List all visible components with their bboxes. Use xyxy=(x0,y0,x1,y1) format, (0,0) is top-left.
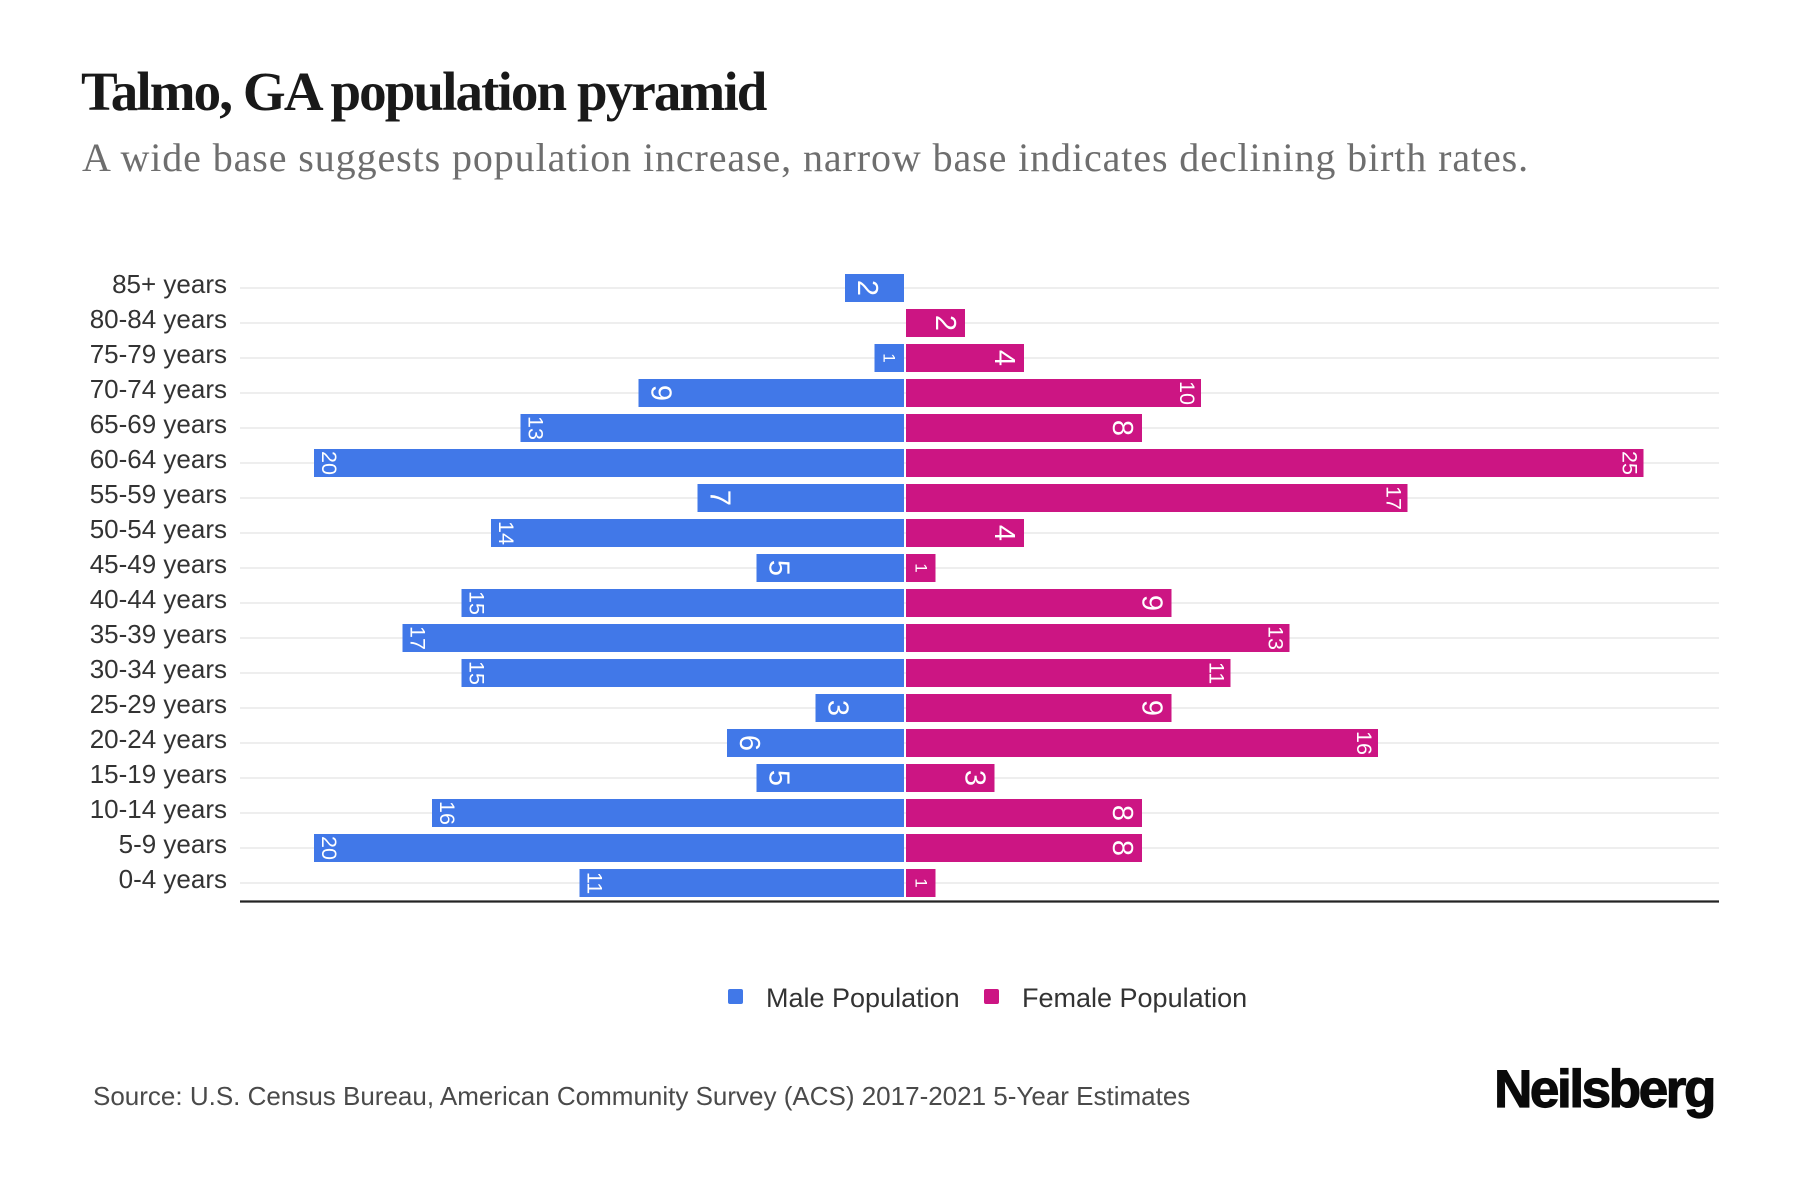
svg-text:8: 8 xyxy=(1106,840,1138,856)
svg-text:20: 20 xyxy=(317,836,341,860)
svg-text:17: 17 xyxy=(406,626,430,650)
svg-text:9: 9 xyxy=(1136,595,1168,611)
svg-text:1: 1 xyxy=(880,353,899,362)
svg-text:16: 16 xyxy=(435,801,459,825)
svg-text:9: 9 xyxy=(1136,700,1168,716)
svg-text:11: 11 xyxy=(583,872,607,894)
svg-text:10: 10 xyxy=(1175,381,1199,405)
svg-text:5: 5 xyxy=(763,560,795,576)
svg-text:9: 9 xyxy=(645,385,677,401)
svg-text:1: 1 xyxy=(911,878,930,887)
svg-text:13: 13 xyxy=(524,416,548,440)
svg-text:2: 2 xyxy=(851,280,883,296)
svg-text:8: 8 xyxy=(1106,420,1138,436)
svg-text:13: 13 xyxy=(1264,626,1288,650)
svg-text:20: 20 xyxy=(317,451,341,475)
svg-text:11: 11 xyxy=(1205,662,1229,684)
svg-text:7: 7 xyxy=(704,490,736,506)
svg-text:4: 4 xyxy=(988,350,1020,366)
svg-text:3: 3 xyxy=(822,700,854,716)
svg-text:15: 15 xyxy=(465,661,489,685)
svg-text:3: 3 xyxy=(959,770,991,786)
svg-text:8: 8 xyxy=(1106,805,1138,821)
svg-text:4: 4 xyxy=(988,525,1020,541)
svg-text:25: 25 xyxy=(1618,451,1642,475)
svg-text:6: 6 xyxy=(733,735,765,751)
svg-text:17: 17 xyxy=(1382,486,1406,510)
svg-text:1: 1 xyxy=(911,563,930,572)
svg-text:14: 14 xyxy=(494,521,518,545)
svg-text:15: 15 xyxy=(465,591,489,615)
svg-text:16: 16 xyxy=(1352,731,1376,755)
svg-text:2: 2 xyxy=(929,315,961,331)
svg-text:5: 5 xyxy=(763,770,795,786)
